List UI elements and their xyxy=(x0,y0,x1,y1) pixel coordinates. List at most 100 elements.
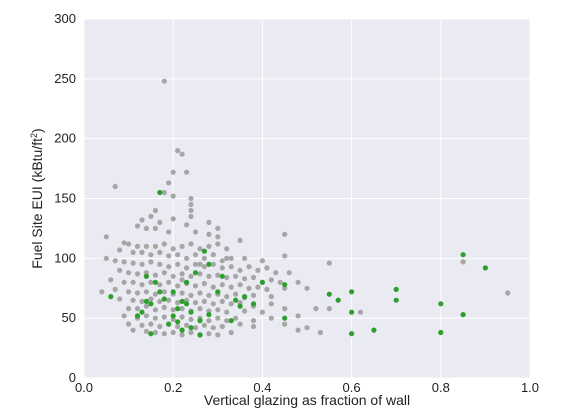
point-gray xyxy=(166,253,172,259)
point-gray xyxy=(295,327,301,333)
point-green xyxy=(166,321,172,327)
point-green xyxy=(259,279,265,285)
point-gray xyxy=(166,297,172,303)
point-gray xyxy=(255,284,261,290)
point-green xyxy=(237,303,243,309)
point-green xyxy=(184,279,190,285)
y-axis-label-main: Fuel Site EUI (kBtu/ft xyxy=(29,138,45,269)
point-gray xyxy=(166,264,172,270)
point-gray xyxy=(170,273,176,279)
point-gray xyxy=(259,258,265,264)
x-axis-label: Vertical glazing as fraction of wall xyxy=(204,392,410,408)
point-gray xyxy=(170,329,176,336)
point-gray xyxy=(268,294,274,300)
point-green xyxy=(206,261,212,267)
point-green xyxy=(157,289,163,295)
point-gray xyxy=(117,296,123,302)
point-green xyxy=(170,313,176,319)
point-gray xyxy=(201,280,207,287)
point-gray xyxy=(326,306,332,312)
point-gray xyxy=(152,272,158,278)
point-gray xyxy=(152,329,158,336)
point-green xyxy=(201,248,207,254)
point-gray xyxy=(219,298,225,304)
point-gray xyxy=(184,169,190,175)
point-gray xyxy=(313,306,319,312)
point-gray xyxy=(242,255,248,261)
point-gray xyxy=(219,265,225,271)
point-gray xyxy=(215,307,221,313)
point-gray xyxy=(268,301,274,307)
point-gray xyxy=(184,222,190,228)
point-gray xyxy=(206,318,212,324)
point-gray xyxy=(224,255,230,261)
point-gray xyxy=(143,313,149,319)
point-green xyxy=(161,296,167,302)
point-gray xyxy=(139,322,145,328)
point-gray xyxy=(259,309,265,315)
point-gray xyxy=(139,217,145,223)
point-gray xyxy=(179,332,185,338)
point-gray xyxy=(157,261,163,267)
point-gray xyxy=(134,271,141,277)
point-gray xyxy=(219,323,225,330)
point-gray xyxy=(170,307,176,313)
point-gray xyxy=(197,290,203,296)
point-gray xyxy=(148,296,154,302)
point-gray xyxy=(117,247,123,253)
point-gray xyxy=(139,261,145,267)
point-green xyxy=(460,312,466,318)
point-gray xyxy=(282,321,288,327)
y-tick-label: 150 xyxy=(54,191,76,206)
point-green xyxy=(326,291,332,297)
point-gray xyxy=(264,286,270,292)
point-gray xyxy=(170,169,176,175)
x-axis-ticks: 0.0 0.2 0.4 0.6 0.8 1.0 xyxy=(75,380,539,395)
y-tick-label: 250 xyxy=(54,71,76,86)
y-tick-label: 50 xyxy=(62,310,76,325)
point-green xyxy=(192,270,199,276)
point-gray xyxy=(179,151,185,157)
point-gray xyxy=(112,183,118,190)
point-gray xyxy=(121,240,127,246)
point-gray xyxy=(126,241,132,247)
point-gray xyxy=(152,315,158,321)
point-green xyxy=(175,319,181,325)
point-gray xyxy=(250,318,257,324)
point-gray xyxy=(161,331,167,337)
point-gray xyxy=(166,229,172,235)
point-gray xyxy=(215,225,221,231)
point-gray xyxy=(126,306,132,312)
point-gray xyxy=(224,318,230,324)
point-gray xyxy=(219,282,225,288)
y-axis-label-superscript: 2 xyxy=(29,133,39,138)
point-gray xyxy=(210,301,216,307)
point-green xyxy=(143,298,149,304)
point-gray xyxy=(108,277,114,283)
point-green xyxy=(157,189,163,196)
point-gray xyxy=(277,279,283,285)
point-green xyxy=(188,325,194,331)
point-gray xyxy=(139,298,145,304)
point-gray xyxy=(224,246,230,252)
point-gray xyxy=(228,284,234,290)
point-gray xyxy=(210,261,216,267)
point-gray xyxy=(237,321,243,327)
point-gray xyxy=(233,291,239,297)
point-gray xyxy=(134,290,141,296)
point-gray xyxy=(228,329,234,336)
point-green xyxy=(438,301,444,307)
point-green xyxy=(206,312,212,318)
point-gray xyxy=(188,316,194,322)
point-gray xyxy=(237,300,243,306)
point-gray xyxy=(143,303,149,309)
point-gray xyxy=(148,213,154,219)
point-gray xyxy=(166,279,172,285)
point-gray xyxy=(206,243,212,249)
point-gray xyxy=(175,323,181,330)
point-gray xyxy=(215,241,221,247)
point-gray xyxy=(246,285,252,291)
point-gray xyxy=(282,231,288,237)
point-green xyxy=(228,318,234,324)
point-gray xyxy=(282,306,288,312)
